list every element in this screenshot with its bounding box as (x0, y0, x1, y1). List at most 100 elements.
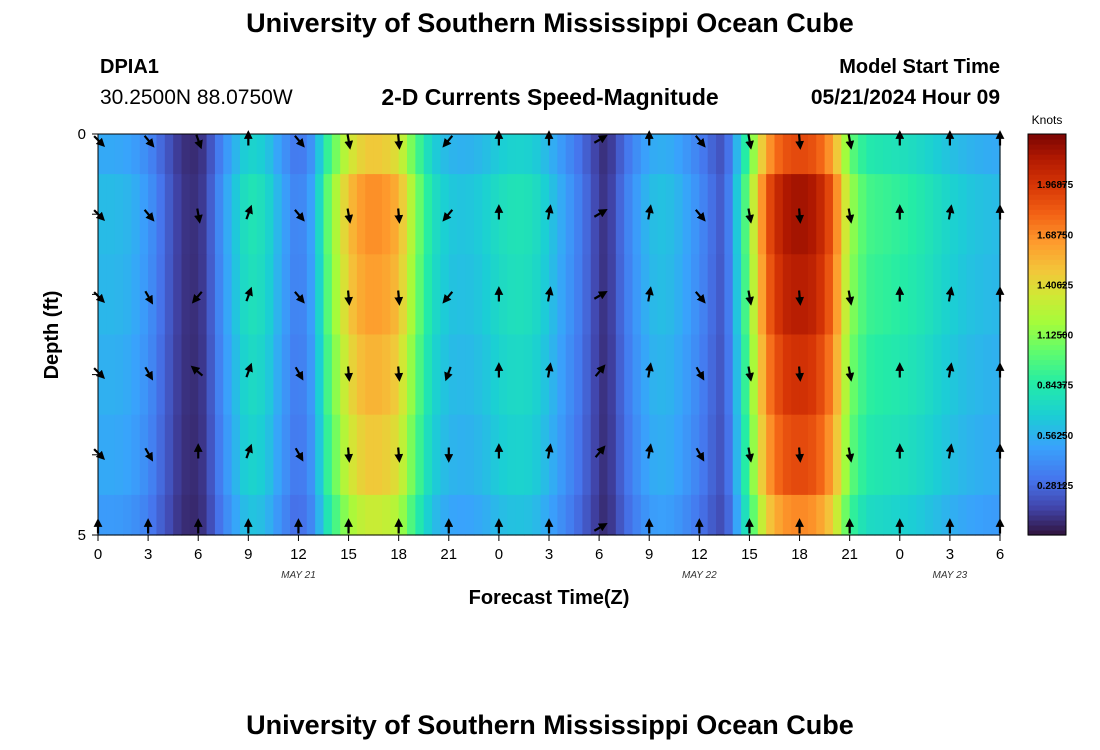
heat-cell (415, 254, 425, 336)
heat-cell (457, 174, 467, 255)
colorbar-cell (1028, 454, 1066, 461)
heat-cell (373, 334, 383, 416)
heat-cell (874, 494, 884, 536)
colorbar-cell (1028, 179, 1066, 185)
footer-title: University of Southern Mississippi Ocean… (246, 710, 854, 740)
colorbar-cell (1028, 524, 1066, 531)
colorbar-cell (1028, 464, 1066, 471)
heat-cell (206, 414, 216, 496)
heat-cell (557, 414, 567, 496)
heat-cell (239, 334, 249, 416)
heat-cell (398, 134, 408, 175)
heat-cell (298, 494, 308, 536)
heat-cell (432, 254, 442, 336)
heat-cell (615, 334, 625, 416)
heat-cell (799, 134, 809, 175)
heat-cell (532, 254, 542, 336)
heat-cell (974, 174, 984, 255)
heat-cell (315, 414, 325, 496)
current-vector (845, 447, 855, 463)
heat-cell (323, 174, 333, 255)
heat-cell (448, 174, 458, 255)
heat-cell (156, 334, 166, 416)
heat-cell (423, 414, 433, 496)
heat-cell (908, 174, 918, 255)
heat-cell (699, 134, 709, 175)
heat-cell (523, 174, 533, 255)
heat-cell (899, 494, 909, 536)
heat-cell (331, 494, 341, 536)
heat-cell (465, 494, 475, 536)
heat-cell (757, 174, 767, 255)
heat-cell (899, 174, 909, 255)
colorbar-cell (1028, 144, 1066, 150)
heat-cell (315, 174, 325, 255)
heat-cell (933, 254, 943, 336)
heat-cell (757, 134, 767, 175)
heat-cell (523, 494, 533, 536)
heat-cell (991, 174, 1001, 255)
heat-cell (782, 254, 792, 336)
heat-cell (716, 134, 725, 175)
heat-cell (106, 254, 116, 336)
current-vector (190, 365, 204, 377)
current-vector (144, 366, 154, 381)
heat-cell (164, 414, 174, 496)
heat-cell (549, 174, 558, 255)
heat-cell (482, 494, 492, 536)
heat-cell (432, 134, 442, 175)
heat-cell (415, 134, 425, 175)
heat-cell (331, 174, 341, 255)
heat-cell (924, 334, 934, 416)
heat-cell (983, 414, 993, 496)
heat-cell (473, 494, 483, 536)
heat-cell (407, 174, 416, 255)
current-vector (945, 362, 955, 378)
heat-cell (139, 334, 149, 416)
heat-cell (615, 494, 625, 536)
heat-cell (373, 134, 383, 175)
heat-cell (131, 254, 141, 336)
heat-cell (148, 134, 158, 175)
heat-cell (799, 254, 809, 336)
heat-cell (98, 334, 107, 416)
heat-cell (507, 174, 517, 255)
colorbar-cell (1028, 434, 1066, 441)
heat-cell (574, 334, 584, 416)
heat-cell (991, 334, 1001, 416)
current-vector (544, 362, 554, 378)
heat-cell (448, 134, 458, 175)
heat-cell (599, 494, 609, 536)
station-id: DPIA1 (100, 56, 159, 78)
heat-cell (340, 494, 350, 536)
current-vector (544, 204, 554, 220)
colorbar-cell (1028, 299, 1066, 306)
heat-cell (599, 414, 609, 496)
heat-cell (231, 174, 241, 255)
heat-cell (490, 414, 500, 496)
heat-cell (298, 254, 308, 336)
heat-cell (490, 134, 500, 175)
heat-cell (657, 254, 667, 336)
heat-cell (206, 494, 216, 536)
x-tick-label: 6 (194, 546, 202, 563)
heat-cell (716, 414, 725, 496)
heat-cell (732, 134, 742, 175)
heat-cell (949, 174, 959, 255)
colorbar-cell (1028, 334, 1066, 341)
colorbar-cell (1028, 274, 1066, 280)
heat-cell (874, 334, 884, 416)
heat-cell (807, 494, 817, 536)
heat-cell (824, 414, 834, 496)
heat-cell (983, 134, 993, 175)
current-vector (294, 291, 305, 304)
heat-cell (899, 334, 909, 416)
heat-cell (106, 334, 116, 416)
heat-cell (632, 414, 642, 496)
colorbar-cell (1028, 174, 1066, 180)
heat-cell (841, 254, 851, 336)
heat-cell (891, 174, 901, 255)
heat-cell (707, 334, 717, 416)
heat-cell (156, 134, 166, 175)
heat-cell (306, 494, 316, 536)
